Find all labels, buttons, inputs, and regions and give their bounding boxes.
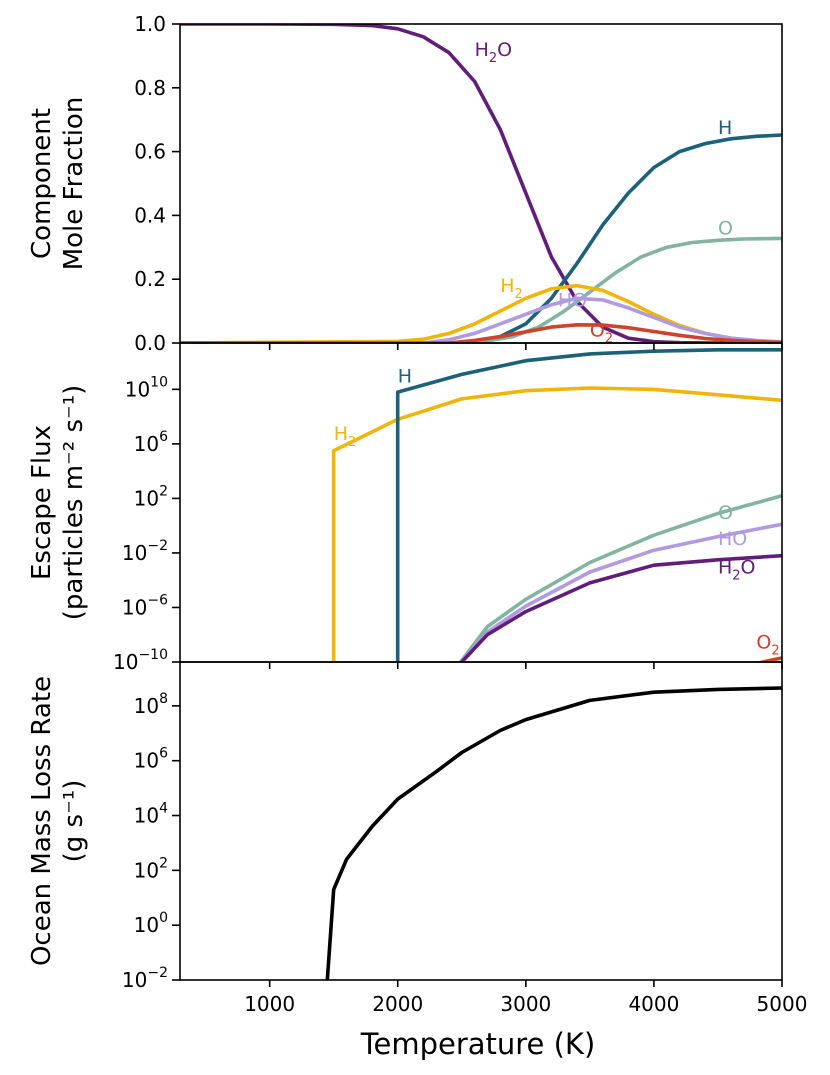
x-tick-label: 5000 (757, 992, 808, 1016)
x-tick-label: 3000 (500, 992, 551, 1016)
y-tick-label: 10−10 (113, 647, 168, 674)
series-line-h2o (459, 553, 782, 662)
series-line-o (180, 236, 782, 343)
series-label: H2 (500, 275, 523, 302)
y-tick-label: 10−2 (122, 538, 168, 565)
series-label: HO (718, 528, 747, 550)
x-axis-ticks: 1000 2000 3000 4000 5000 (244, 980, 807, 1016)
y-tick-label: 0.2 (134, 267, 166, 291)
series-line-o (458, 493, 782, 662)
plots (180, 24, 782, 980)
panel-3 (325, 686, 782, 980)
y-tick-label: 0.8 (134, 76, 166, 100)
series-line-ocean-mass-loss (325, 686, 782, 980)
x-tick-label: 2000 (372, 992, 423, 1016)
y-axis-label: Escape Flux (particles m⁻² s⁻¹) (27, 385, 89, 621)
y-tick-label: 106 (134, 429, 168, 456)
y-tick-label: 0.0 (134, 331, 166, 355)
y-tick-label: 106 (134, 746, 168, 773)
y-axis-ticks: 1010 106 102 10−2 10−6 10−10 (113, 374, 180, 674)
x-axis-ticks (268, 662, 783, 669)
series-label: O2 (590, 320, 613, 347)
x-tick-label: 1000 (244, 992, 295, 1016)
series-line-ho (458, 522, 782, 662)
series-label: H (718, 117, 732, 139)
series-label: H (398, 366, 412, 388)
x-tick-label: 4000 (628, 992, 679, 1016)
series-line-o2 (180, 323, 782, 343)
series-line-h2o (180, 24, 782, 343)
y-tick-label: 104 (134, 801, 168, 828)
y-axis-label-line-2: (g s⁻¹) (59, 780, 89, 863)
series-line-h (395, 348, 782, 662)
y-tick-label: 102 (134, 855, 168, 882)
y-tick-label: 10−2 (122, 965, 168, 992)
series-line-o2 (757, 656, 782, 662)
panel-2 (331, 348, 782, 662)
y-tick-label: 10−6 (122, 592, 168, 619)
x-axis-label: Temperature (K) (360, 1027, 596, 1061)
series-label: H2O (718, 556, 756, 583)
y-axis-label-line-1: Escape Flux (27, 425, 57, 580)
panel-frame (179, 23, 783, 344)
y-tick-label: 1.0 (134, 12, 166, 36)
series-line-h2 (331, 386, 782, 662)
y-axis-ticks: 0.0 0.2 0.4 0.6 0.8 1.0 (134, 12, 180, 355)
y-axis-ticks: 108 106 104 102 100 10−2 (122, 691, 180, 992)
y-tick-label: 0.6 (134, 140, 166, 164)
panel-frame (179, 661, 783, 981)
panel-1 (180, 24, 782, 343)
series-line-h (180, 133, 782, 343)
series-line-h2 (180, 283, 782, 343)
series-label: H2O (475, 39, 513, 66)
y-axis-label-line-2: (particles m⁻² s⁻¹) (59, 385, 89, 621)
y-tick-label: 102 (134, 483, 168, 510)
series-label: O2 (756, 631, 779, 658)
series-label: O (718, 502, 733, 524)
y-tick-label: 108 (134, 691, 168, 718)
y-tick-label: 100 (134, 910, 168, 937)
y-axis-label-line-2: Mole Fraction (59, 97, 89, 271)
y-axis-label: Component Mole Fraction (27, 97, 89, 271)
series-label: H2 (334, 423, 357, 450)
series-label: O (718, 218, 733, 240)
y-tick-label: 1010 (125, 374, 168, 401)
y-axis-label-line-1: Ocean Mass Loss Rate (27, 676, 57, 966)
series-label: HO (558, 289, 587, 311)
y-tick-label: 0.4 (134, 203, 166, 227)
y-axis-label: Ocean Mass Loss Rate (g s⁻¹) (27, 676, 89, 966)
y-axis-label-line-1: Component (27, 108, 57, 259)
series-line-ho (180, 296, 782, 343)
